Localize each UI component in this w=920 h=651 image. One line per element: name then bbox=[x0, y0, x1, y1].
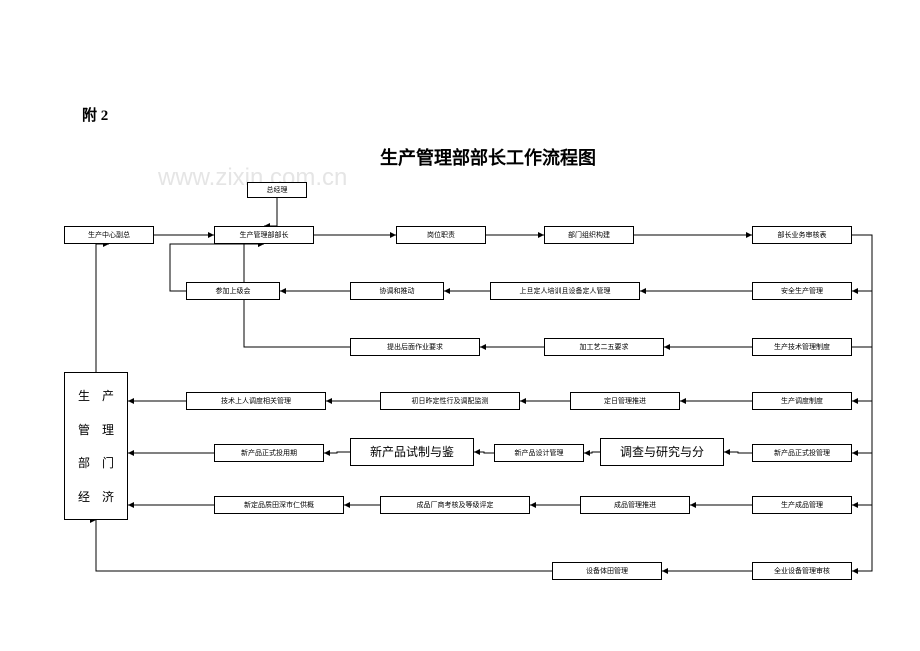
flow-edge bbox=[264, 198, 277, 226]
flow-edge bbox=[852, 235, 872, 401]
flow-node: 技术上人调度相关管理 bbox=[186, 392, 326, 410]
flow-node: 总经理 bbox=[247, 182, 307, 198]
flow-node: 提出后面作业要求 bbox=[350, 338, 480, 356]
flow-node: 设备体田管理 bbox=[552, 562, 662, 580]
flow-edge bbox=[96, 520, 552, 571]
flow-edge bbox=[852, 235, 872, 347]
flow-node: 协调和推动 bbox=[350, 282, 444, 300]
flow-node: 加工艺二五要求 bbox=[544, 338, 664, 356]
flow-node-vertical: 生 产管 理部 门经 济 bbox=[64, 372, 128, 520]
flow-node: 新产品正式投用期 bbox=[214, 444, 324, 462]
flow-node: 参加上级会 bbox=[186, 282, 280, 300]
flow-node-line: 管 理 bbox=[78, 421, 114, 438]
flow-node-line: 生 产 bbox=[78, 387, 114, 404]
flow-node: 生产中心副总 bbox=[64, 226, 154, 244]
edges-layer bbox=[0, 0, 920, 651]
flow-node: 上旦定人培训且设备定人管理 bbox=[490, 282, 640, 300]
flow-node: 新产品正式投管理 bbox=[752, 444, 852, 462]
flow-node: 岗位职责 bbox=[396, 226, 486, 244]
flow-node: 部长业务审核表 bbox=[752, 226, 852, 244]
flow-edge bbox=[474, 452, 494, 453]
flow-node: 调查与研究与分 bbox=[600, 438, 724, 466]
flow-node: 安全生产管理 bbox=[752, 282, 852, 300]
flow-node: 成品管理推进 bbox=[580, 496, 690, 514]
flow-edge bbox=[324, 452, 350, 453]
flow-node: 定日管理推进 bbox=[570, 392, 680, 410]
flow-edge bbox=[96, 244, 109, 372]
flow-node: 生产技术管理制度 bbox=[752, 338, 852, 356]
flow-node: 初日昨定性行及调配监测 bbox=[380, 392, 520, 410]
flow-node-line: 部 门 bbox=[78, 454, 114, 471]
flow-node: 新产品设计管理 bbox=[494, 444, 584, 462]
flow-node: 部门组织构建 bbox=[544, 226, 634, 244]
flow-node: 新定品质田深市仁供概 bbox=[214, 496, 344, 514]
flow-edge bbox=[724, 452, 752, 453]
flow-node: 生产调度制度 bbox=[752, 392, 852, 410]
flow-edge bbox=[852, 235, 872, 505]
flow-edge bbox=[852, 235, 872, 571]
flow-node: 新产品试制与鉴 bbox=[350, 438, 474, 466]
flow-node: 生产成品管理 bbox=[752, 496, 852, 514]
page-label: 附 2 bbox=[82, 104, 108, 125]
flow-edge bbox=[584, 452, 600, 453]
flow-node-line: 经 济 bbox=[78, 488, 114, 505]
flow-node: 生产管理部部长 bbox=[214, 226, 314, 244]
flow-edge bbox=[852, 235, 872, 453]
flow-edge bbox=[852, 235, 872, 291]
diagram-title: 生产管理部部长工作流程图 bbox=[380, 144, 596, 170]
flow-node: 全业设备管理审核 bbox=[752, 562, 852, 580]
flow-node: 成品厂商考核及等级评定 bbox=[380, 496, 530, 514]
